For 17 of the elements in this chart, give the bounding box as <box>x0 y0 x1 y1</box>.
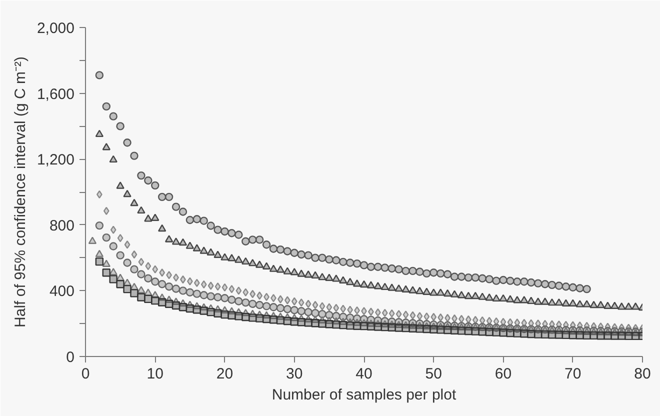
x-tick-label: 80 <box>634 366 651 382</box>
y-axis-title: Half of 95% confidence interval (g C m⁻²) <box>12 56 29 328</box>
x-tick-label: 50 <box>425 366 442 382</box>
y-tick-label: 400 <box>49 283 75 300</box>
x-tick-label: 70 <box>564 366 582 382</box>
y-tick-label: 0 <box>66 349 74 366</box>
y-tick-label: 800 <box>49 217 75 234</box>
x-tick-label: 60 <box>494 366 512 382</box>
x-tick-label: 10 <box>146 366 164 382</box>
y-tick-label: 1,200 <box>36 152 75 169</box>
x-tick-label: 30 <box>286 366 303 382</box>
y-tick-label: 2,000 <box>36 20 75 37</box>
x-tick-label: 20 <box>216 366 234 382</box>
y-tick-label: 1,600 <box>36 86 75 103</box>
x-tick-label: 0 <box>81 366 90 382</box>
x-axis-title: Number of samples per plot <box>272 386 457 404</box>
x-tick-label: 40 <box>356 366 372 382</box>
